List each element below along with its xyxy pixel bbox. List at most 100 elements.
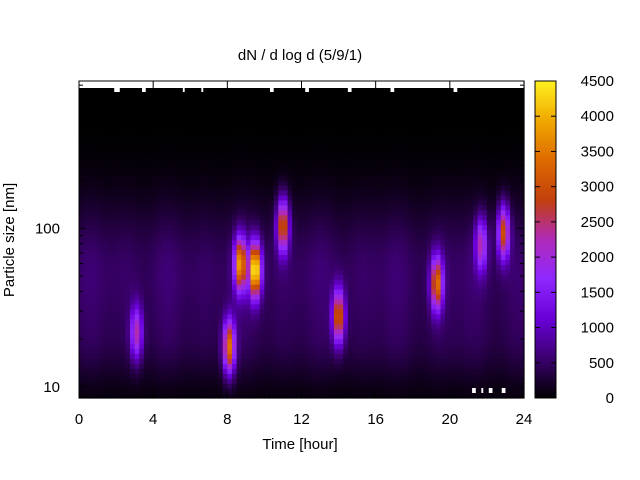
heatmap-cell [129, 115, 136, 122]
heatmap-cell [371, 323, 377, 330]
heatmap-cell [125, 214, 131, 221]
heatmap-cell [301, 145, 307, 151]
heatmap-cell [185, 328, 191, 335]
heatmap-cell [269, 378, 275, 384]
heatmap-cell [264, 378, 270, 384]
heatmap-cell [231, 368, 238, 374]
heatmap-cell [329, 383, 335, 389]
heatmap-cell [324, 204, 330, 211]
heatmap-cell [343, 189, 349, 196]
heatmap-cell [324, 293, 330, 300]
heatmap-cell [88, 368, 94, 374]
heatmap-cell [116, 249, 122, 255]
heatmap-cell [394, 90, 400, 97]
heatmap-cell [176, 229, 182, 236]
heatmap-cell [329, 175, 335, 181]
heatmap-cell [431, 214, 437, 221]
heatmap-cell [278, 140, 284, 146]
heatmap-cell [403, 333, 409, 340]
heatmap-cell [116, 185, 122, 191]
heatmap-cell [213, 368, 219, 374]
heatmap-cell [102, 234, 108, 241]
heatmap-cell [106, 100, 113, 107]
heatmap-cell [403, 378, 409, 384]
heatmap-cell [333, 363, 340, 369]
heatmap-cell [236, 318, 242, 325]
heatmap-cell [366, 224, 372, 231]
heatmap-cell [148, 204, 154, 211]
heatmap-cell [139, 209, 145, 216]
heatmap-cell [366, 284, 372, 290]
heatmap-cell [361, 85, 367, 92]
heatmap-cell [148, 120, 154, 127]
heatmap-cell [347, 279, 354, 285]
heatmap-cell [204, 204, 210, 211]
heatmap-cell [236, 353, 242, 359]
heatmap-cell [106, 244, 113, 250]
heatmap-cell [106, 264, 113, 270]
heatmap-cell [320, 333, 326, 340]
heatmap-cell [394, 120, 400, 127]
heatmap-cell [269, 185, 275, 191]
heatmap-cell [371, 204, 377, 211]
heatmap-cell [435, 363, 442, 369]
heatmap-cell [171, 279, 177, 285]
heatmap-cell [116, 259, 122, 265]
heatmap-cell [315, 383, 321, 389]
heatmap-cell [231, 363, 238, 369]
heatmap-cell [116, 204, 122, 211]
heatmap-cell [153, 115, 159, 122]
heatmap-cell [245, 175, 252, 181]
heatmap-cell [162, 368, 168, 374]
heatmap-cell [250, 234, 256, 241]
heatmap-cell [120, 175, 126, 181]
heatmap-cell [222, 120, 228, 127]
heatmap-cell [255, 224, 261, 231]
heatmap-cell [129, 308, 136, 315]
heatmap-cell [134, 224, 140, 231]
heatmap-cell [347, 90, 354, 97]
heatmap-cell [343, 343, 349, 350]
heatmap-cell [218, 90, 224, 97]
heatmap-cell [148, 328, 154, 335]
heatmap-cell [83, 393, 89, 399]
heatmap-cell [190, 318, 196, 325]
heatmap-cell [255, 358, 261, 364]
heatmap-cell [83, 214, 89, 221]
heatmap-cell [264, 170, 270, 176]
heatmap-cell [129, 135, 136, 142]
heatmap-cell [236, 298, 242, 305]
heatmap-cell [366, 303, 372, 310]
heatmap-cell [366, 175, 372, 181]
heatmap-cell [227, 180, 233, 186]
heatmap-cell [190, 259, 196, 265]
heatmap-cell [310, 393, 317, 399]
heatmap-cell [343, 259, 349, 265]
heatmap-cell [83, 234, 89, 241]
heatmap-cell [250, 298, 256, 305]
heatmap-cell [83, 289, 89, 295]
heatmap-cell [357, 140, 363, 146]
heatmap-cell [301, 293, 307, 300]
heatmap-cell [204, 165, 210, 171]
heatmap-cell [255, 165, 261, 171]
heatmap-cell [162, 209, 168, 216]
heatmap-cell [222, 145, 228, 151]
heatmap-cell [371, 368, 377, 374]
heatmap-cell [167, 155, 173, 161]
heatmap-cell [301, 279, 307, 285]
heatmap-cell [389, 274, 395, 280]
heatmap-cell [102, 189, 108, 196]
heatmap-cell [116, 224, 122, 231]
heatmap-cell [83, 85, 89, 92]
heatmap-cell [250, 328, 256, 335]
heatmap-cell [134, 353, 140, 359]
heatmap-cell [213, 373, 219, 379]
heatmap-cell [431, 239, 437, 246]
heatmap-cell [384, 135, 391, 142]
heatmap-cell [315, 259, 321, 265]
heatmap-cell [194, 328, 201, 335]
heatmap-cell [120, 279, 126, 285]
heatmap-cell [134, 308, 140, 315]
heatmap-cell [412, 264, 418, 270]
